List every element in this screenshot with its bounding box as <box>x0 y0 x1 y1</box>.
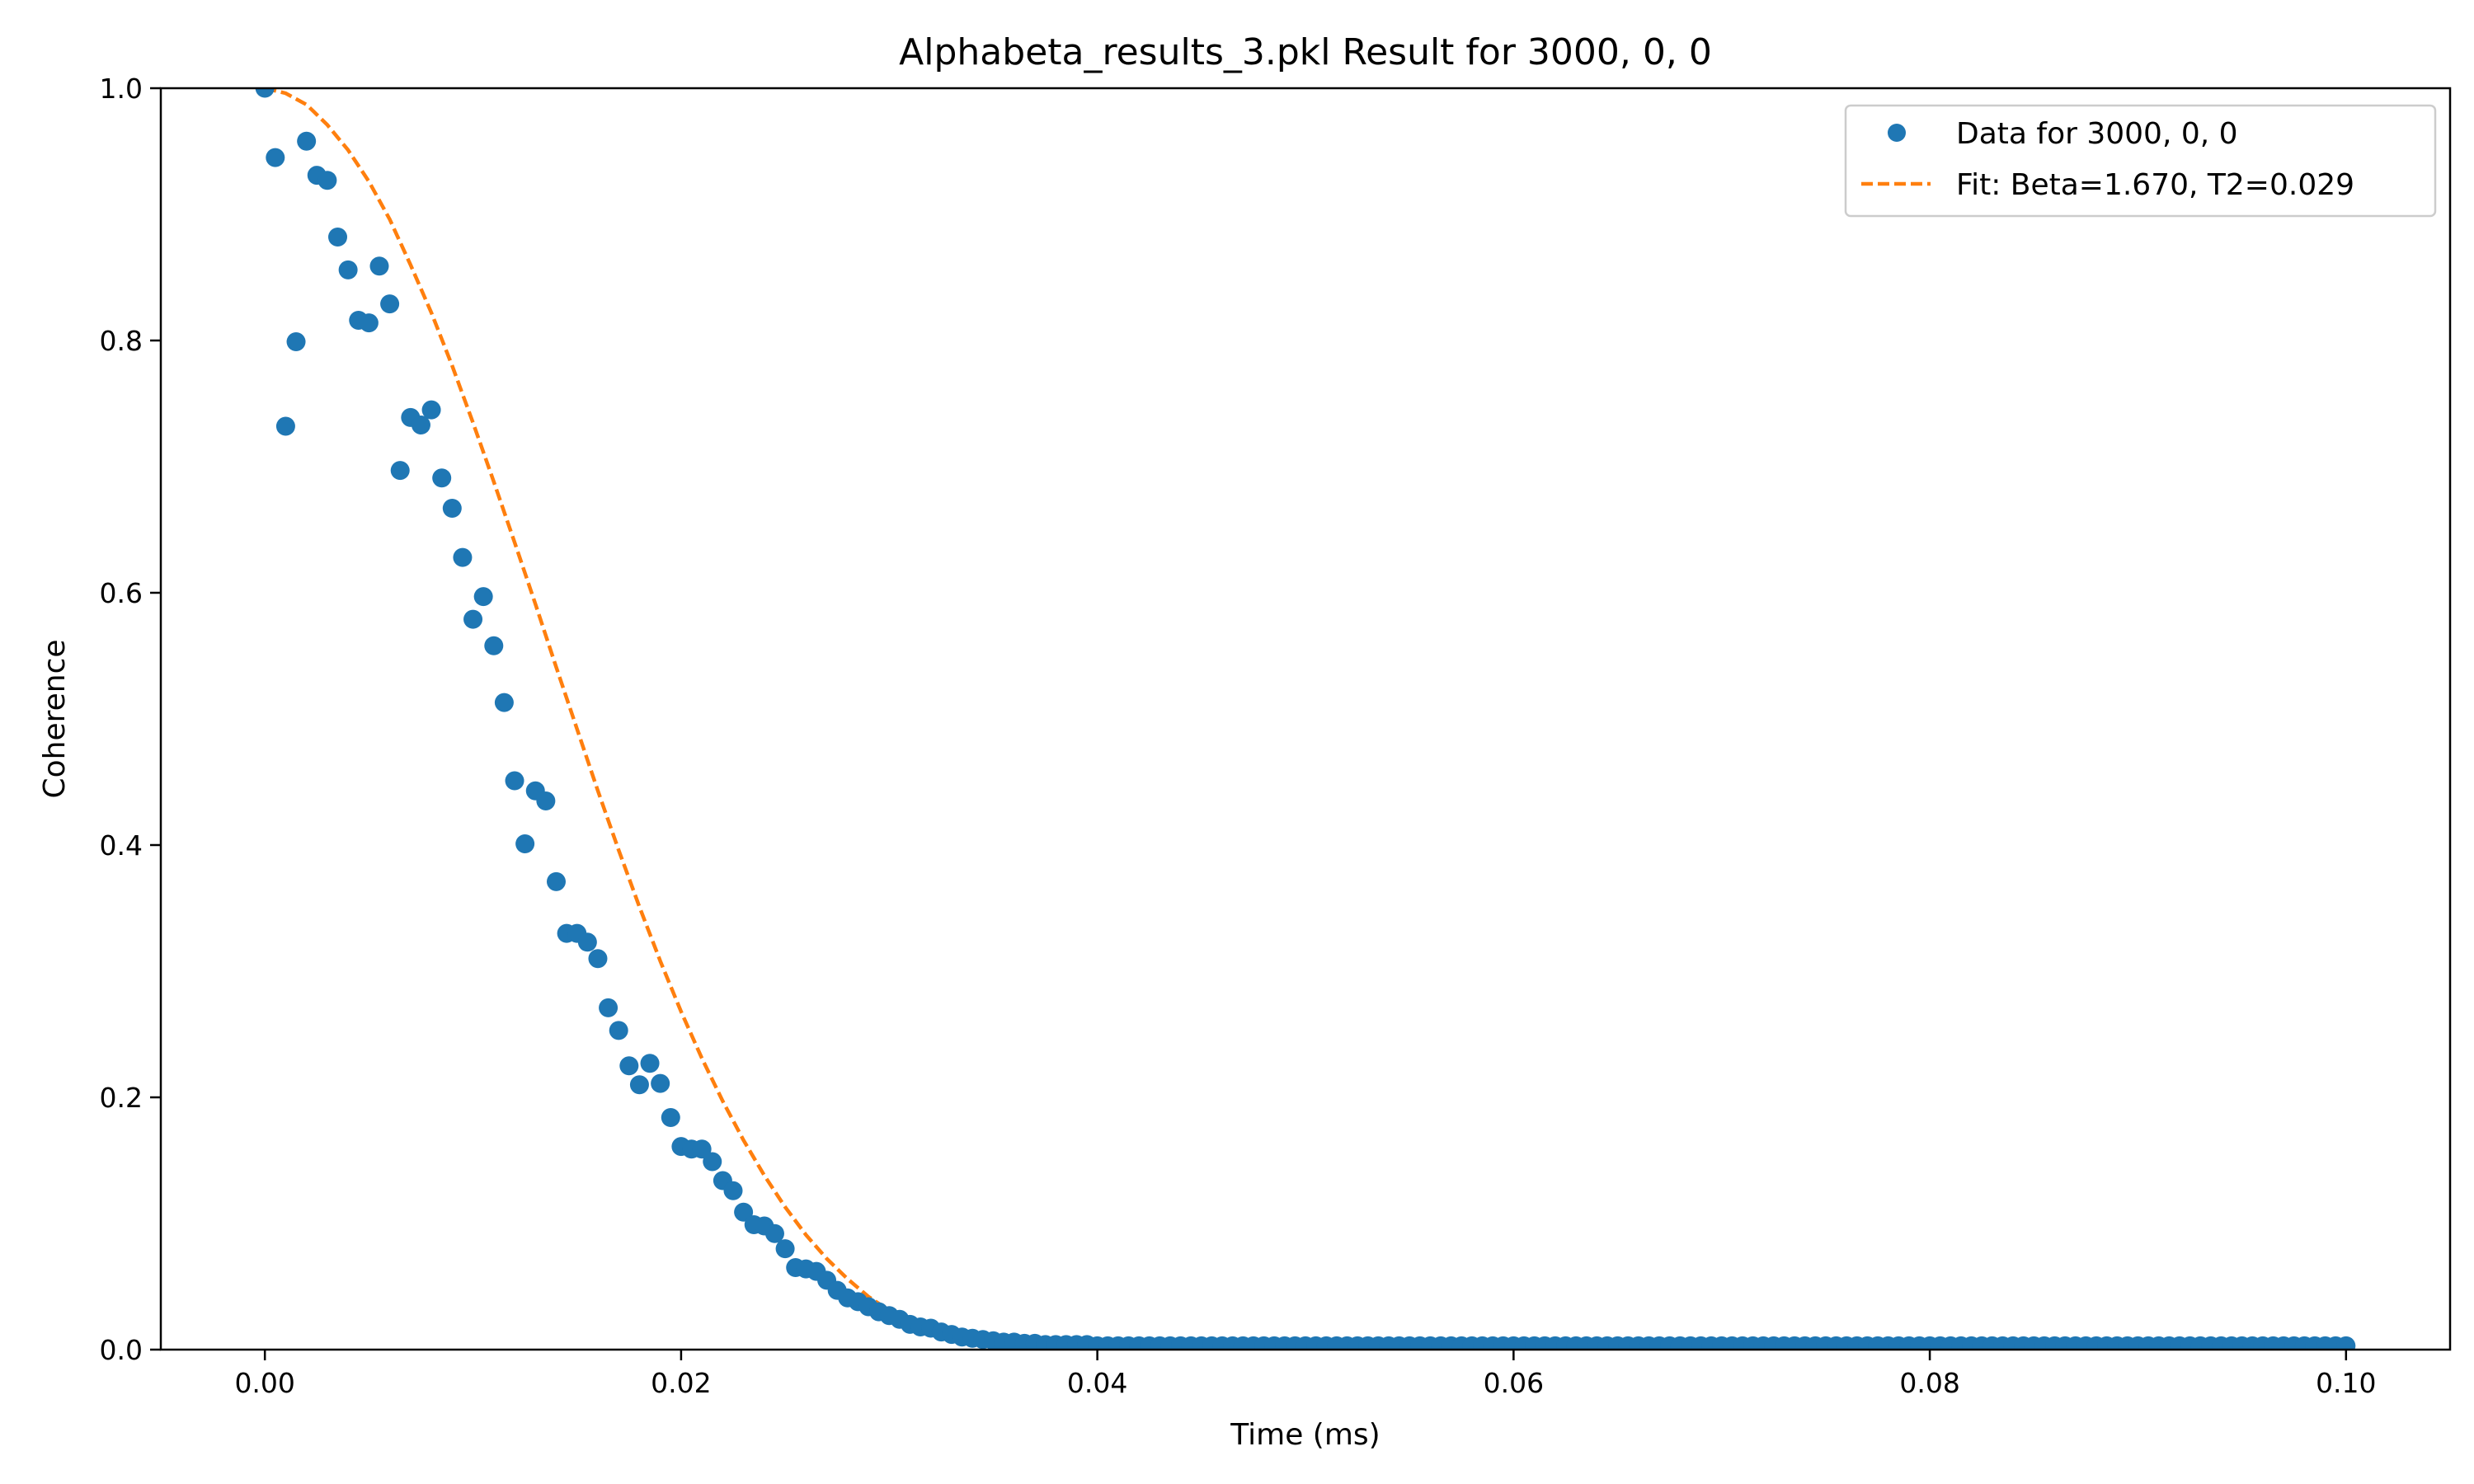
data-point <box>255 88 275 98</box>
data-point <box>380 294 400 314</box>
x-axis-label: Time (ms) <box>1230 1418 1380 1452</box>
data-point <box>619 1056 639 1076</box>
y-tick-label: 0.6 <box>100 577 143 609</box>
data-point <box>2336 1336 2356 1350</box>
data-point <box>442 498 462 518</box>
y-tick-label: 0.4 <box>100 829 143 862</box>
x-tick-label: 0.02 <box>651 1367 711 1399</box>
data-point <box>640 1054 660 1073</box>
y-tick-label: 0.0 <box>100 1334 143 1366</box>
data-point <box>338 260 358 279</box>
data-point <box>723 1181 743 1200</box>
data-point <box>317 171 337 190</box>
data-point <box>692 1139 712 1159</box>
legend-marker-data <box>1888 124 1906 142</box>
y-tick-label: 0.8 <box>100 325 143 357</box>
data-point <box>599 998 618 1017</box>
data-point <box>764 1223 784 1243</box>
data-point <box>473 587 493 607</box>
data-point <box>546 871 566 891</box>
data-point <box>275 416 295 436</box>
data-point <box>359 313 379 333</box>
data-point <box>515 834 535 853</box>
data-point <box>651 1073 670 1093</box>
data-point <box>390 461 410 481</box>
data-point <box>734 1202 754 1222</box>
data-point <box>369 256 389 276</box>
fit-line <box>264 88 2346 1350</box>
data-point <box>505 771 524 791</box>
data-point <box>453 547 473 567</box>
data-point <box>494 693 514 712</box>
data-point <box>775 1239 795 1259</box>
data-point <box>421 400 441 420</box>
data-point <box>484 636 504 655</box>
data-point <box>411 416 430 435</box>
legend-label-data: Data for 3000, 0, 0 <box>1956 117 2238 151</box>
data-point <box>463 609 483 629</box>
data-point <box>703 1152 722 1172</box>
data-point <box>432 468 452 488</box>
data-point <box>266 148 285 167</box>
x-tick-label: 0.10 <box>2316 1367 2376 1399</box>
data-point <box>629 1075 649 1095</box>
data-point <box>328 228 348 247</box>
legend-label-fit: Fit: Beta=1.670, T2=0.029 <box>1956 168 2354 202</box>
plot-frame <box>159 87 2452 1351</box>
data-point <box>297 131 317 151</box>
data-point <box>286 332 306 352</box>
x-tick-label: 0.08 <box>1899 1367 1959 1399</box>
x-tick-label: 0.04 <box>1067 1367 1127 1399</box>
data-point <box>588 949 608 969</box>
data-point <box>536 791 556 810</box>
data-point <box>661 1107 680 1127</box>
legend-box <box>1844 104 2437 218</box>
x-tick-label: 0.00 <box>234 1367 294 1399</box>
data-point <box>577 932 597 952</box>
chart-title: Alphabeta_results_3.pkl Result for 3000,… <box>899 31 1712 73</box>
data-point <box>609 1021 628 1040</box>
y-tick-label: 0.2 <box>100 1082 143 1114</box>
legend: Data for 3000, 0, 0 Fit: Beta=1.670, T2=… <box>1844 104 2437 218</box>
x-tick-label: 0.06 <box>1484 1367 1544 1399</box>
y-tick-label: 1.0 <box>100 73 143 105</box>
y-axis-label: Coherence <box>38 639 72 798</box>
